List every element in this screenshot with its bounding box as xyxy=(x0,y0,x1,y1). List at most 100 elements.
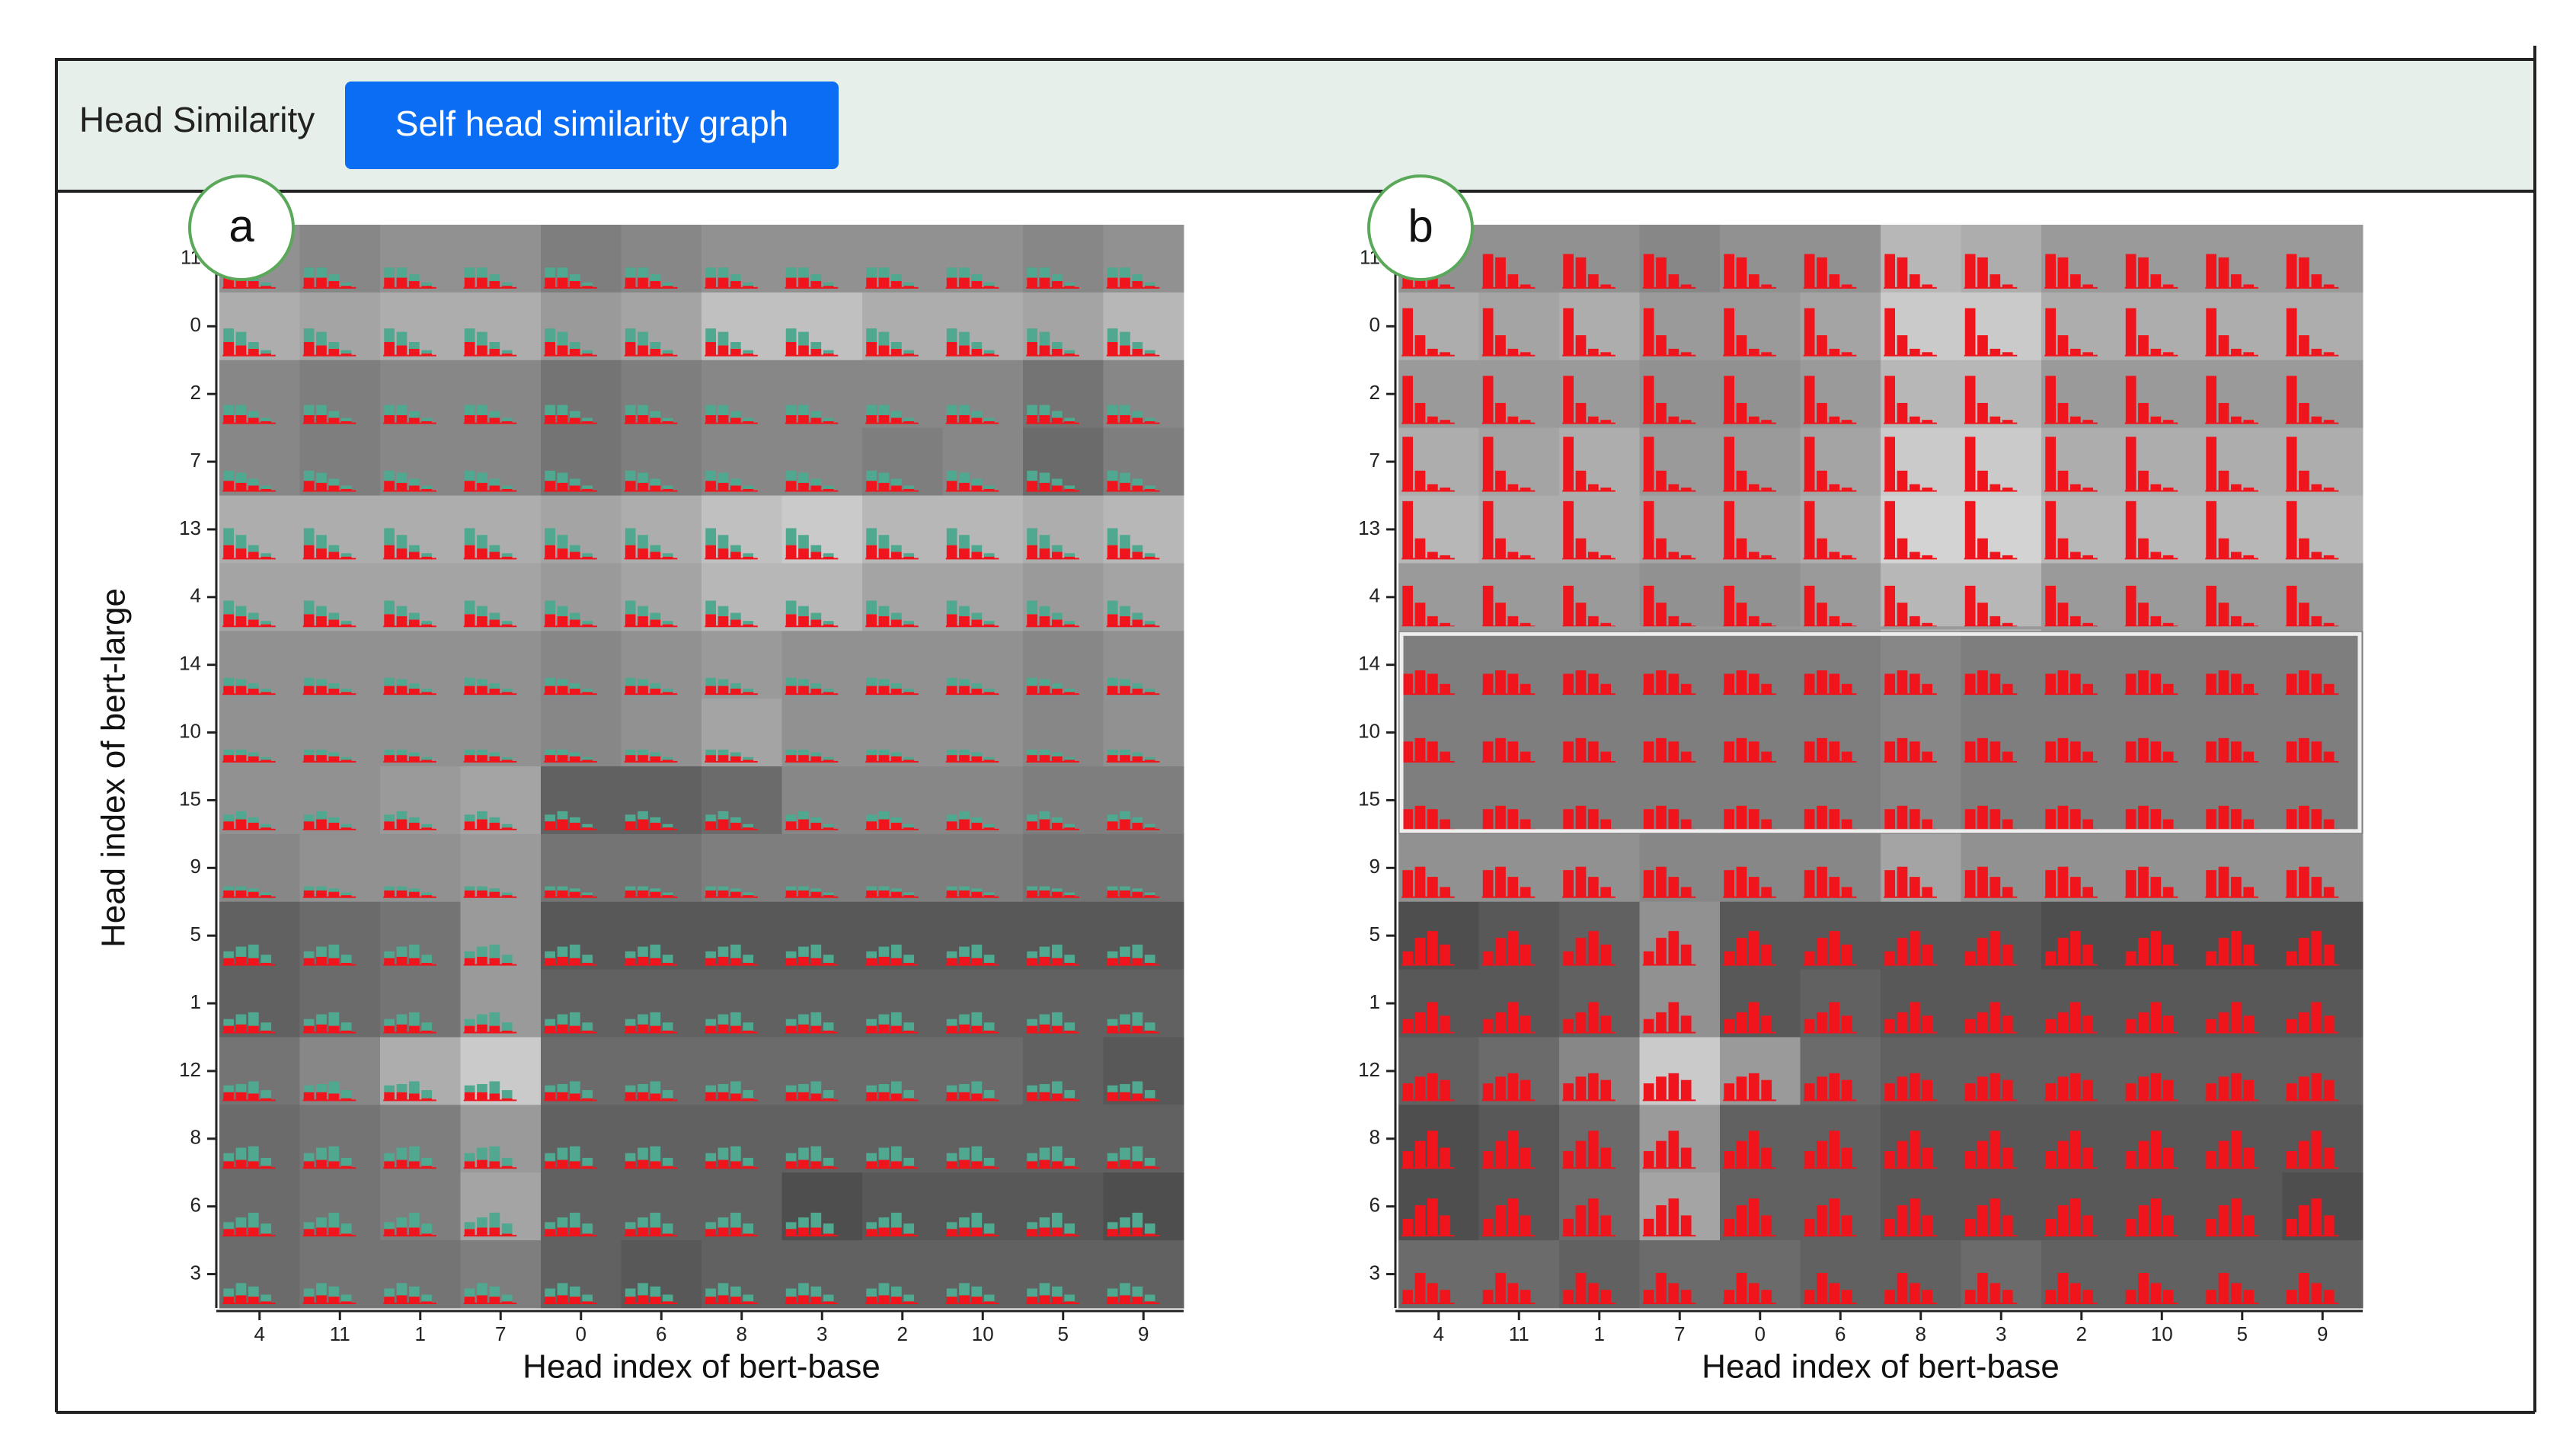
teal-bar xyxy=(408,683,420,689)
x-tick-label: 5 xyxy=(2237,1322,2248,1345)
teal-bar xyxy=(328,545,340,552)
red-bar xyxy=(1829,741,1840,762)
red-bar xyxy=(489,552,500,559)
red-bar xyxy=(1736,1140,1747,1169)
red-bar xyxy=(1440,819,1451,830)
teal-bar xyxy=(464,600,475,615)
red-bar xyxy=(2162,284,2174,288)
red-bar xyxy=(1520,751,1531,762)
red-bar xyxy=(638,755,648,762)
teal-bar xyxy=(316,750,327,756)
red-bar xyxy=(1427,673,1438,695)
red-bar xyxy=(2162,1290,2174,1303)
teal-bar xyxy=(501,350,513,354)
red-bar xyxy=(890,958,902,965)
red-bar xyxy=(823,488,834,491)
teal-bar xyxy=(1132,478,1143,486)
teal-bar xyxy=(718,886,729,891)
y-tick-label: 8 xyxy=(1369,1126,1380,1149)
button[interactable] xyxy=(345,82,839,169)
red-bar xyxy=(1064,1098,1075,1101)
red-bar xyxy=(1520,944,1531,965)
red-bar xyxy=(1761,751,1772,762)
red-bar xyxy=(421,895,433,897)
y-tick-label: 10 xyxy=(179,719,201,742)
red-bar xyxy=(2150,616,2162,627)
red-bar xyxy=(903,1301,915,1303)
red-bar xyxy=(2218,866,2229,897)
teal-bar xyxy=(569,411,580,418)
teal-bar xyxy=(582,485,593,489)
teal-bar xyxy=(396,1084,407,1092)
teal-bar xyxy=(705,750,716,756)
red-bar xyxy=(1668,673,1680,695)
red-bar xyxy=(2206,951,2216,965)
teal-bar xyxy=(1051,1012,1063,1026)
red-bar xyxy=(396,755,407,762)
teal-bar xyxy=(1027,1222,1037,1230)
red-bar xyxy=(2138,1140,2149,1169)
red-bar xyxy=(557,755,568,762)
red-bar xyxy=(501,286,513,288)
red-bar xyxy=(718,755,729,762)
red-bar xyxy=(743,692,754,695)
red-bar xyxy=(2125,308,2137,356)
teal-bar xyxy=(569,341,580,349)
teal-bar xyxy=(1064,485,1075,489)
red-bar xyxy=(1977,1273,1988,1303)
red-bar xyxy=(421,624,433,627)
teal-bar xyxy=(489,1146,500,1162)
red-bar xyxy=(582,827,593,830)
red-bar xyxy=(1563,254,1574,288)
red-bar xyxy=(316,819,327,830)
red-bar xyxy=(798,616,809,627)
red-bar xyxy=(545,958,555,965)
red-bar xyxy=(2057,538,2069,559)
teal-bar xyxy=(946,1288,957,1297)
button-label[interactable]: Self head similarity graph xyxy=(395,104,788,143)
red-bar xyxy=(743,962,754,965)
red-bar xyxy=(340,692,352,695)
red-bar xyxy=(1909,484,1920,491)
red-bar xyxy=(1724,1218,1734,1236)
teal-bar xyxy=(718,1084,729,1092)
red-bar xyxy=(489,1161,500,1169)
teal-bar xyxy=(1064,955,1075,963)
teal-bar xyxy=(303,528,315,545)
teal-bar xyxy=(743,1157,754,1166)
red-bar xyxy=(396,482,407,491)
teal-bar xyxy=(316,1084,327,1092)
red-bar xyxy=(625,1229,636,1236)
red-bar xyxy=(1922,887,1933,897)
red-bar xyxy=(625,545,636,559)
teal-bar xyxy=(866,1222,877,1230)
red-bar xyxy=(2206,254,2216,288)
teal-bar xyxy=(1039,535,1050,549)
teal-bar xyxy=(785,470,797,481)
red-bar xyxy=(569,417,580,424)
red-bar xyxy=(878,548,890,559)
red-bar xyxy=(408,822,420,830)
teal-bar xyxy=(625,328,636,342)
teal-bar xyxy=(705,886,716,891)
red-bar xyxy=(785,1297,797,1303)
red-bar xyxy=(2162,1079,2174,1101)
teal-bar xyxy=(384,814,395,822)
teal-bar xyxy=(1027,1085,1037,1092)
teal-bar xyxy=(798,606,809,616)
y-tick-label: 0 xyxy=(190,313,201,336)
teal-bar xyxy=(785,1085,797,1092)
red-bar xyxy=(464,481,475,491)
red-bar xyxy=(1039,482,1050,491)
red-bar xyxy=(2069,877,2081,897)
red-bar xyxy=(2069,1283,2081,1303)
red-bar xyxy=(1680,1290,1692,1303)
teal-bar xyxy=(1107,677,1118,686)
red-bar xyxy=(1132,958,1143,965)
teal-bar xyxy=(582,1090,593,1098)
red-bar xyxy=(1495,257,1506,288)
teal-bar xyxy=(878,750,890,756)
red-bar xyxy=(2002,819,2013,830)
red-bar xyxy=(1402,437,1413,491)
red-bar xyxy=(1964,1290,1976,1303)
